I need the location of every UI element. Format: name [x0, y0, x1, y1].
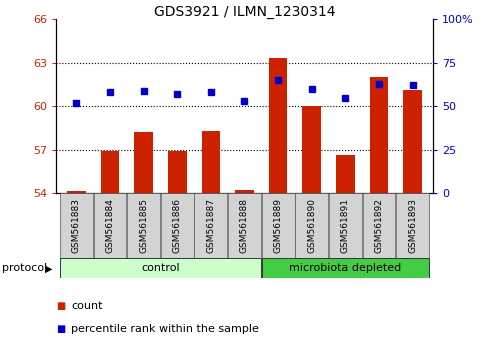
Bar	[168, 151, 186, 193]
Text: count: count	[71, 301, 102, 311]
Text: GSM561885: GSM561885	[139, 198, 148, 253]
Text: ■: ■	[56, 324, 65, 333]
Bar	[235, 190, 253, 193]
Bar	[161, 193, 193, 258]
Text: GDS3921 / ILMN_1230314: GDS3921 / ILMN_1230314	[153, 5, 335, 19]
Text: GSM561883: GSM561883	[72, 198, 81, 253]
Bar	[93, 193, 126, 258]
Bar	[369, 77, 387, 193]
Text: GSM561884: GSM561884	[105, 198, 114, 253]
Bar	[403, 90, 421, 193]
Bar	[60, 258, 261, 278]
Bar	[302, 106, 320, 193]
Text: GSM561886: GSM561886	[172, 198, 182, 253]
Bar	[134, 132, 153, 193]
Text: GSM561887: GSM561887	[206, 198, 215, 253]
Bar	[101, 151, 119, 193]
Text: protocol: protocol	[2, 263, 48, 273]
Text: GSM561893: GSM561893	[407, 198, 416, 253]
Bar	[261, 193, 294, 258]
Text: GSM561889: GSM561889	[273, 198, 282, 253]
Text: GSM561891: GSM561891	[340, 198, 349, 253]
Bar	[194, 193, 227, 258]
Bar	[227, 193, 261, 258]
Bar	[67, 192, 85, 193]
Text: GSM561892: GSM561892	[374, 198, 383, 253]
Text: control: control	[141, 263, 180, 273]
Bar	[328, 193, 361, 258]
Text: GSM561890: GSM561890	[306, 198, 316, 253]
Bar	[335, 155, 354, 193]
Bar	[261, 258, 428, 278]
Text: percentile rank within the sample: percentile rank within the sample	[71, 324, 258, 333]
Bar	[362, 193, 395, 258]
Bar	[127, 193, 160, 258]
Bar	[60, 193, 93, 258]
Bar	[395, 193, 428, 258]
Bar	[201, 131, 220, 193]
Text: microbiota depleted: microbiota depleted	[288, 263, 401, 273]
Bar	[268, 58, 287, 193]
Text: ■: ■	[56, 301, 65, 311]
Bar	[295, 193, 327, 258]
Text: ▶: ▶	[45, 263, 53, 273]
Text: GSM561888: GSM561888	[240, 198, 248, 253]
